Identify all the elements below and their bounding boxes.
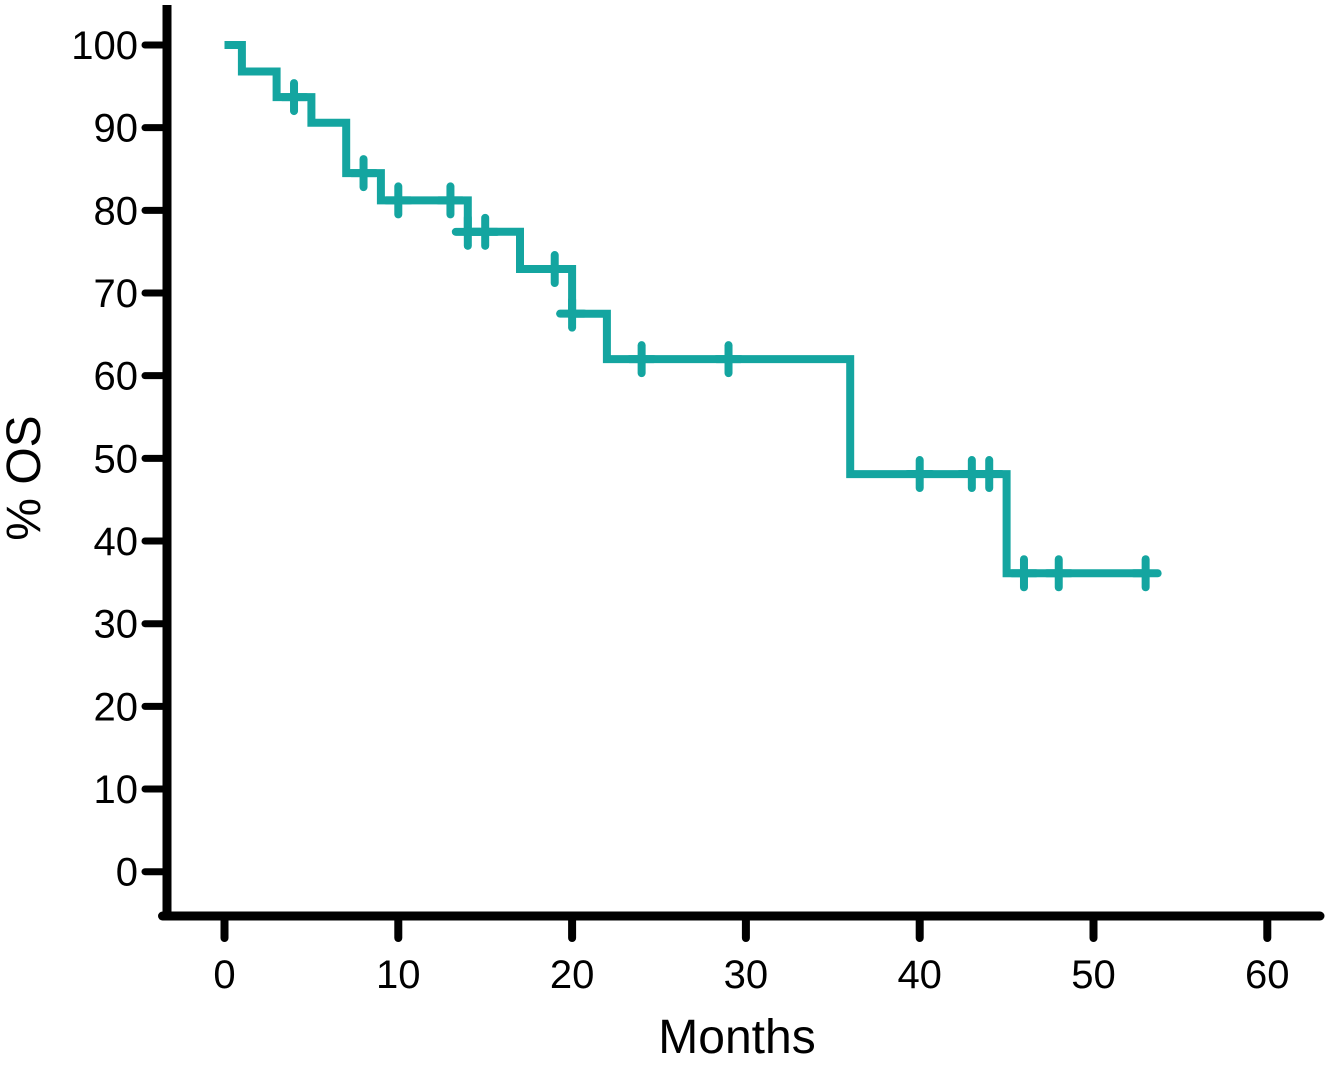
y-tick-label: 20 — [94, 685, 139, 729]
x-tick-label: 30 — [724, 953, 769, 997]
y-tick-label: 30 — [94, 603, 139, 647]
y-tick-label: 60 — [94, 355, 139, 399]
y-tick-label: 10 — [94, 768, 139, 812]
x-tick-label: 50 — [1071, 953, 1116, 997]
y-tick-label: 40 — [94, 520, 139, 564]
x-tick-label: 60 — [1245, 953, 1290, 997]
x-tick-label: 40 — [897, 953, 942, 997]
y-tick-label: 80 — [94, 189, 139, 233]
x-tick-label: 20 — [550, 953, 595, 997]
y-tick-label: 50 — [94, 437, 139, 481]
y-tick-label: 100 — [71, 24, 138, 68]
y-axis-title: % OS — [0, 415, 51, 540]
x-tick-label: 10 — [376, 953, 421, 997]
y-tick-label: 70 — [94, 272, 139, 316]
survival-curve — [224, 41, 1146, 578]
x-axis-title: Months — [658, 1011, 815, 1064]
y-tick-label: 0 — [116, 851, 138, 895]
x-tick-label: 0 — [213, 953, 235, 997]
y-tick-label: 90 — [94, 107, 139, 151]
